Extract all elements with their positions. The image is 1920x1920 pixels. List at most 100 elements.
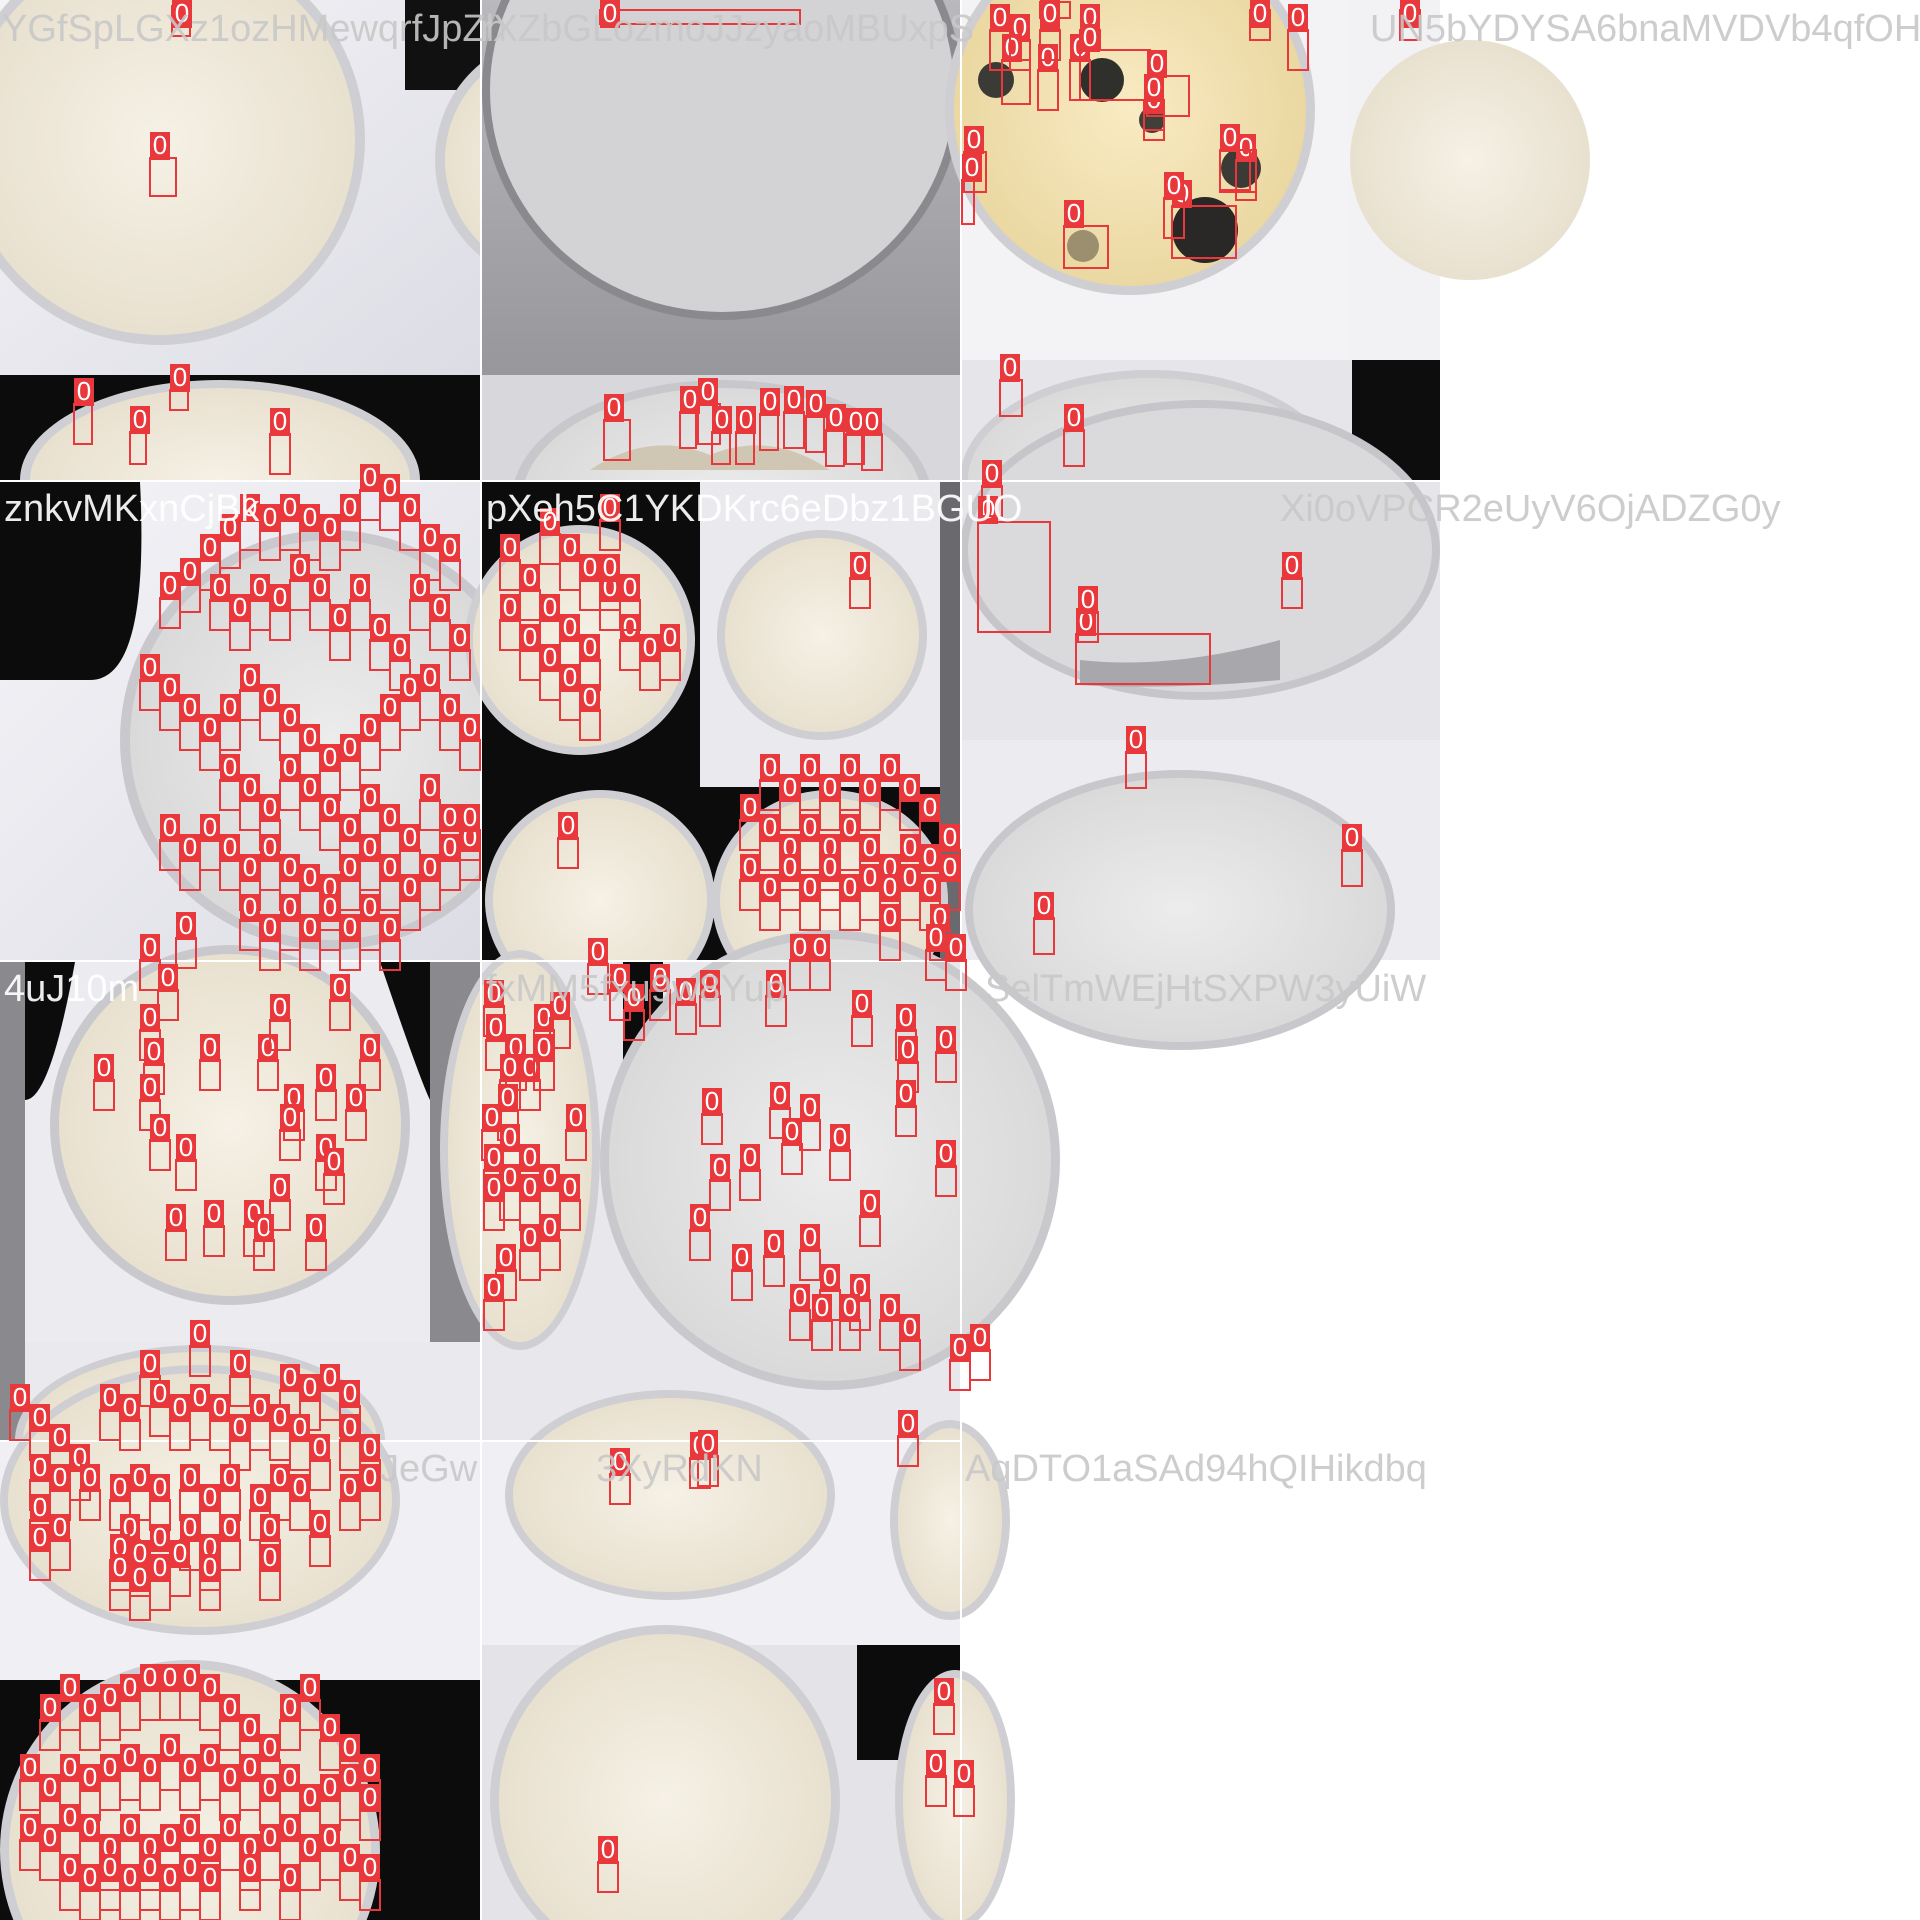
detection-label-bg <box>712 406 732 434</box>
detection-label: 0 <box>863 1188 877 1218</box>
detection-label: 0 <box>83 1762 97 1792</box>
detection-label: 0 <box>343 912 357 942</box>
detection-label: 0 <box>203 1032 217 1062</box>
detection-label: 0 <box>83 1692 97 1722</box>
detection-box: 0 <box>315 1062 337 1121</box>
detection-label: 0 <box>413 572 427 602</box>
detection-label: 0 <box>23 1752 37 1782</box>
detection-label: 0 <box>283 752 297 782</box>
detection-label: 0 <box>1043 0 1057 28</box>
detection-label: 0 <box>213 1392 227 1422</box>
detection-label-bg <box>360 1464 380 1492</box>
detection-label-bg <box>962 154 982 182</box>
detection-label-bg <box>484 1274 504 1302</box>
detection-label-bg <box>100 1384 120 1412</box>
detection-label: 0 <box>503 1122 517 1152</box>
detection-label-bg <box>860 864 880 892</box>
detection-label-bg <box>300 724 320 752</box>
detection-label-bg <box>1064 200 1084 228</box>
detection-label: 0 <box>929 922 943 952</box>
detection-label: 0 <box>653 962 667 992</box>
detection-label-bg <box>346 1084 366 1112</box>
detection-label: 0 <box>1083 22 1097 52</box>
detection-label-bg <box>840 814 860 842</box>
detection-label: 0 <box>123 1392 137 1422</box>
detection-label-bg <box>230 1414 250 1442</box>
detection-box: 0 <box>953 1758 975 1817</box>
detection-label: 0 <box>1081 584 1095 614</box>
detection-box: 0 <box>499 1162 521 1221</box>
detection-label: 0 <box>383 912 397 942</box>
detection-label: 0 <box>233 1348 247 1378</box>
detection-box: 0 <box>169 1538 191 1597</box>
detection-label-bg <box>220 834 240 862</box>
detection-label: 0 <box>715 404 729 434</box>
detection-label-bg <box>676 978 696 1006</box>
detection-box: 0 <box>533 1032 555 1091</box>
detection-box: 0 <box>565 1102 587 1161</box>
detection-label-bg <box>1144 74 1164 102</box>
detection-label: 0 <box>607 392 621 422</box>
detection-label-bg <box>110 1554 130 1582</box>
detection-label: 0 <box>179 910 193 940</box>
detection-label: 0 <box>903 832 917 862</box>
detection-label: 0 <box>223 1692 237 1722</box>
detection-label: 0 <box>283 1862 297 1892</box>
detection-label: 0 <box>283 852 297 882</box>
detection-label-bg <box>300 914 320 942</box>
detection-box: 0 <box>269 406 291 475</box>
detection-label: 0 <box>643 632 657 662</box>
detection-label-bg <box>780 854 800 882</box>
detection-label: 0 <box>503 1162 517 1192</box>
detection-label-bg <box>920 794 940 822</box>
detection-label-bg <box>350 574 370 602</box>
detection-label-bg <box>580 554 600 582</box>
detection-label: 0 <box>243 1852 257 1882</box>
detection-label-bg <box>680 386 700 414</box>
detection-box: 0 <box>499 1052 521 1111</box>
detection-label: 0 <box>203 812 217 842</box>
detection-label: 0 <box>423 852 437 882</box>
detection-label: 0 <box>33 1522 47 1552</box>
detection-label-bg <box>170 364 190 392</box>
detection-box: 0 <box>99 1682 121 1741</box>
detection-label-bg <box>940 854 960 882</box>
detection-box: 0 <box>449 622 471 681</box>
detection-label-bg <box>1220 124 1240 152</box>
detection-label: 0 <box>63 1752 77 1782</box>
detection-box: 0 <box>73 376 94 445</box>
detection-label: 0 <box>223 832 237 862</box>
detection-box: 0 <box>879 902 901 961</box>
detection-label: 0 <box>175 0 189 28</box>
detection-box: 0 <box>805 388 826 453</box>
detection-box: 0 <box>339 732 361 791</box>
detection-label-bg <box>550 992 570 1020</box>
detection-label: 0 <box>591 936 605 966</box>
detection-label: 0 <box>183 1812 197 1842</box>
detection-label-bg <box>1064 404 1084 432</box>
detection-box: 0 <box>819 772 841 831</box>
detection-label: 0 <box>743 792 757 822</box>
detection-label-bg <box>176 912 196 940</box>
detection-label: 0 <box>899 1078 913 1108</box>
detection-label: 0 <box>403 872 417 902</box>
detection-box: 0 <box>165 1202 187 1261</box>
detection-box: 0 <box>499 532 521 591</box>
detection-label: 0 <box>253 1482 267 1512</box>
detection-label: 0 <box>763 872 777 902</box>
detection-label: 0 <box>973 1322 987 1352</box>
detection-box: 0 <box>29 1522 51 1581</box>
detection-label: 0 <box>263 1512 277 1542</box>
detection-label: 0 <box>843 752 857 782</box>
detection-label: 0 <box>53 1462 67 1492</box>
detection-box: 0 <box>279 702 301 761</box>
detection-box: 0 <box>675 976 697 1035</box>
detection-box: 0 <box>359 1432 381 1491</box>
detection-box: 0 <box>799 872 821 931</box>
detection-label: 0 <box>349 1082 363 1112</box>
detection-label: 0 <box>63 1672 77 1702</box>
detection-box: 0 <box>219 832 241 891</box>
detection-label-bg <box>520 1224 540 1252</box>
detection-label-bg <box>860 1190 880 1218</box>
detection-box: 0 <box>179 1752 201 1811</box>
